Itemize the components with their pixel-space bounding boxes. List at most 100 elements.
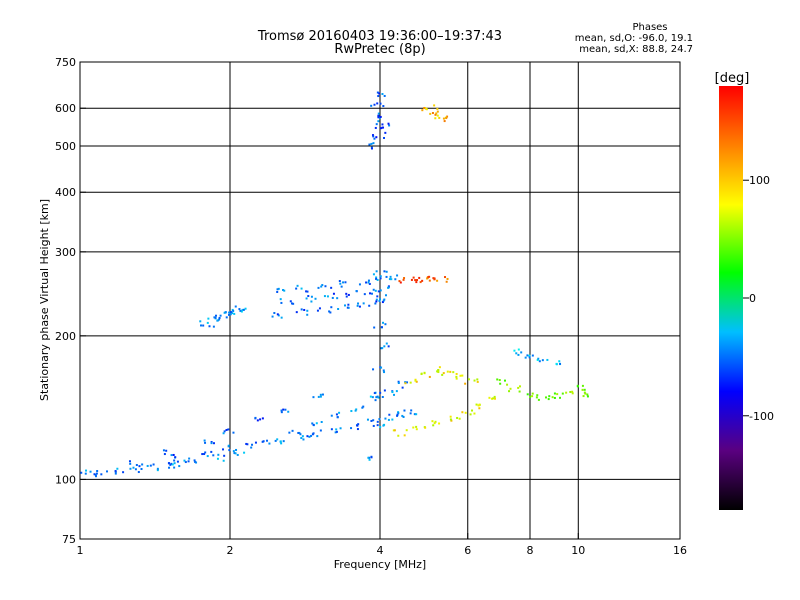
data-point xyxy=(283,289,286,292)
data-point xyxy=(323,295,326,298)
data-point xyxy=(433,104,436,107)
data-point xyxy=(357,302,360,305)
data-point xyxy=(375,270,378,273)
data-point xyxy=(222,448,225,451)
data-point xyxy=(379,298,382,301)
data-point xyxy=(387,345,390,348)
data-point xyxy=(172,453,175,456)
data-point xyxy=(336,416,339,419)
data-point xyxy=(214,316,217,319)
data-point xyxy=(240,310,243,313)
data-point xyxy=(565,391,568,394)
data-point xyxy=(531,395,534,398)
data-point xyxy=(310,300,313,303)
x-axis-label: Frequency [MHz] xyxy=(334,558,426,571)
data-point xyxy=(383,345,386,348)
data-point xyxy=(425,108,428,111)
x-axis-ticks: 1 2 4 6 8 10 16 xyxy=(77,533,687,557)
data-point xyxy=(476,378,479,381)
data-point xyxy=(571,390,574,393)
data-point xyxy=(280,301,283,304)
data-point xyxy=(223,454,226,457)
data-point xyxy=(383,389,386,392)
stats-heading: Phases xyxy=(632,22,667,33)
data-point xyxy=(146,464,149,467)
data-point xyxy=(184,461,187,464)
data-point xyxy=(216,457,219,460)
data-point xyxy=(526,354,529,357)
data-point xyxy=(426,276,429,279)
data-point xyxy=(370,292,373,295)
data-point xyxy=(280,442,283,445)
data-point xyxy=(234,305,237,308)
data-point xyxy=(446,115,449,118)
data-point xyxy=(374,302,377,305)
data-point xyxy=(320,420,323,423)
data-point xyxy=(276,313,279,316)
data-point xyxy=(317,286,320,289)
data-point xyxy=(225,316,228,319)
data-point xyxy=(435,112,438,115)
data-point xyxy=(254,416,257,419)
data-point xyxy=(358,305,361,308)
data-point xyxy=(499,382,502,385)
data-point xyxy=(524,356,527,359)
data-point xyxy=(493,397,496,400)
data-point xyxy=(114,472,117,475)
data-point xyxy=(436,107,439,110)
colorbar-tick-label: -100 xyxy=(749,410,774,423)
data-point xyxy=(461,411,464,414)
data-point xyxy=(382,126,385,129)
data-point xyxy=(375,298,378,301)
data-point xyxy=(306,290,309,293)
data-point xyxy=(231,308,234,311)
data-point xyxy=(586,395,589,398)
data-point xyxy=(301,435,304,438)
data-point xyxy=(458,417,461,420)
data-point xyxy=(141,463,144,466)
data-point xyxy=(558,396,561,399)
data-point xyxy=(296,284,299,287)
data-point xyxy=(378,92,381,95)
data-point xyxy=(383,298,386,301)
data-point xyxy=(381,301,384,304)
data-point xyxy=(473,379,476,382)
data-point xyxy=(129,462,132,465)
data-point xyxy=(537,398,540,401)
data-point xyxy=(399,281,402,284)
data-point xyxy=(303,308,306,311)
data-point xyxy=(89,470,92,473)
data-point xyxy=(374,289,377,292)
data-point xyxy=(545,396,548,399)
colorbar xyxy=(719,86,743,510)
data-point xyxy=(243,451,246,454)
data-point xyxy=(536,358,539,361)
data-point xyxy=(306,309,309,312)
data-point xyxy=(174,456,177,459)
data-point xyxy=(276,438,279,441)
data-point xyxy=(403,277,406,280)
data-point xyxy=(376,91,379,94)
stats-line-o: mean, sd,O: -96.0, 19.1 xyxy=(575,33,693,44)
data-point xyxy=(280,411,283,414)
data-point xyxy=(218,316,221,319)
data-point xyxy=(375,277,378,280)
data-point xyxy=(496,378,499,381)
data-point xyxy=(421,279,424,282)
data-point xyxy=(176,460,179,463)
data-point xyxy=(140,468,143,471)
data-point xyxy=(528,356,531,359)
data-point xyxy=(581,384,584,387)
data-point xyxy=(282,440,285,443)
data-point xyxy=(584,392,587,395)
y-tick-label: 400 xyxy=(55,186,76,199)
colorbar-tick-label: 100 xyxy=(749,174,770,187)
data-point xyxy=(321,393,324,396)
data-point xyxy=(282,408,285,411)
data-point xyxy=(397,412,400,415)
data-point xyxy=(347,306,350,309)
data-point xyxy=(279,440,282,443)
data-point xyxy=(246,443,249,446)
data-point xyxy=(424,426,427,429)
data-point xyxy=(187,460,190,463)
